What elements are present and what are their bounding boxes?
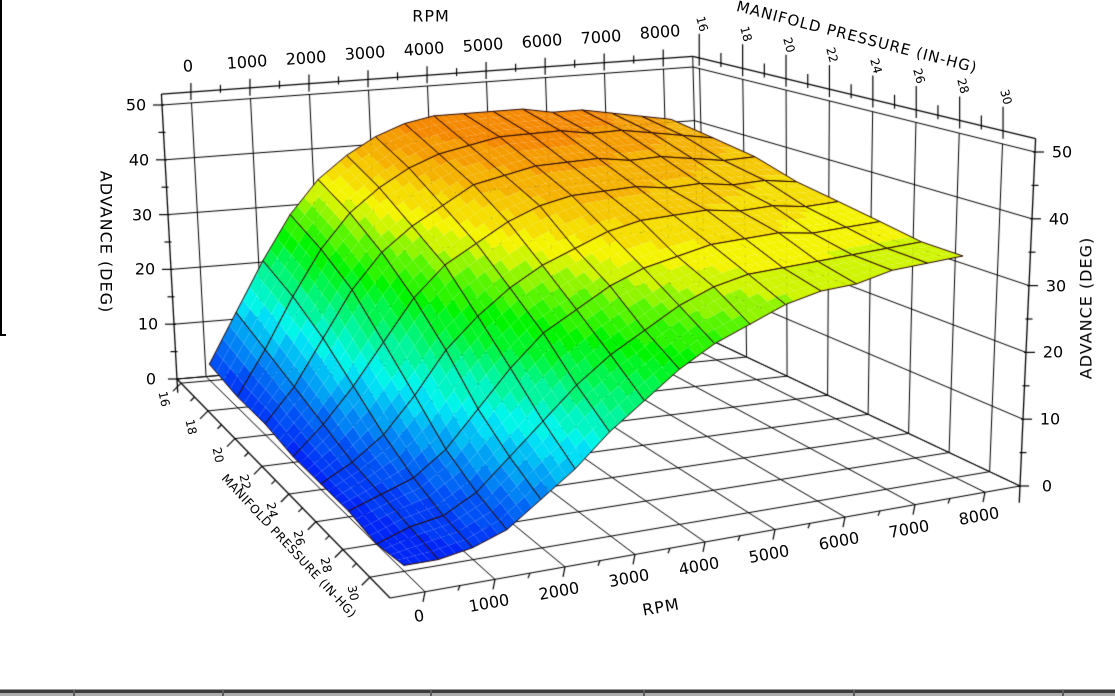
advance-left-tick-label: 20 — [134, 259, 156, 279]
mp-left-tick-label: 16 — [155, 390, 173, 409]
bottom-table-cell-separator — [643, 690, 645, 696]
advance-left-tick-label: 0 — [145, 369, 157, 389]
mp-left-tick-label: 18 — [182, 417, 200, 436]
left-window-edge — [0, 0, 2, 336]
left-window-edge-foot — [0, 334, 6, 336]
rpm-top-tick-label: 5000 — [462, 34, 505, 56]
rpm-top-tick-label: 7000 — [580, 25, 623, 48]
rpm-top-axis-title: RPM — [412, 6, 450, 26]
advance-left-axis-title: ADVANCE (DEG) — [96, 170, 116, 314]
advance-right-tick-label: 50 — [1051, 142, 1073, 162]
advance-right-tick-label: 10 — [1039, 409, 1061, 429]
rpm-top-tick-label: 6000 — [521, 29, 564, 52]
rpm-top-tick-label: 3000 — [344, 42, 386, 65]
rpm-top-tick-label: 1000 — [225, 50, 268, 73]
rpm-top-tick-label: 8000 — [639, 21, 682, 44]
bottom-table-cell-separator — [73, 690, 75, 696]
bottom-table-edge — [0, 689, 1115, 696]
mp-left-tick-label: 22 — [236, 473, 254, 492]
bottom-table-cell-separator — [430, 690, 432, 696]
rpm-top-tick-label: 4000 — [403, 38, 446, 61]
mp-left-tick-label: 20 — [209, 445, 227, 464]
advance-right-tick-label: 0 — [1041, 476, 1053, 496]
advance-right-axis-title: ADVANCE (DEG) — [1076, 236, 1096, 380]
advance-left-tick-label: 10 — [137, 314, 159, 334]
bottom-table-cell-separator — [1062, 690, 1064, 696]
bottom-table-cell-separator — [222, 690, 224, 696]
advance-right-tick-label: 20 — [1042, 342, 1064, 362]
advance-right-tick-label: 40 — [1048, 209, 1070, 229]
rpm-top-tick-label: 2000 — [285, 46, 327, 69]
advance-left-tick-label: 40 — [128, 150, 150, 170]
mp-left-tick-label: 26 — [290, 528, 308, 547]
mp-left-tick-label: 24 — [263, 501, 281, 519]
advance-left-tick-label: 50 — [125, 95, 147, 115]
advance-right-tick-label: 30 — [1045, 276, 1067, 296]
bottom-table-cell-separator — [853, 690, 855, 696]
rpm-top-tick-label: 0 — [182, 56, 194, 76]
advance-left-tick-label: 30 — [131, 205, 153, 225]
mp-left-tick-label: 30 — [344, 584, 362, 603]
